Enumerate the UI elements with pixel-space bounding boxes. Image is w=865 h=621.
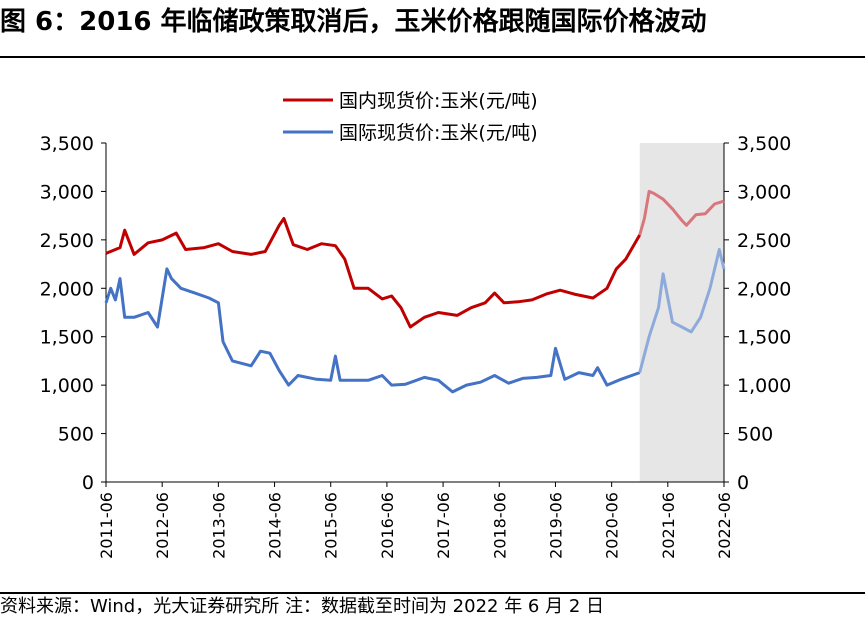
legend-label: 国际现货价:玉米(元/吨) (339, 122, 538, 144)
y2-tick-label: 1,000 (737, 375, 791, 397)
footer-rule (0, 592, 865, 594)
y-tick-label: 2,500 (40, 230, 94, 252)
x-tick-label: 2011-06 (97, 492, 116, 559)
y-tick-label: 1,500 (40, 327, 94, 349)
x-tick-label: 2019-06 (546, 492, 565, 559)
x-tick-label: 2014-06 (266, 492, 285, 559)
series-line-1 (105, 217, 641, 329)
shaded-region (639, 143, 724, 482)
x-tick-label: 2016-06 (378, 492, 397, 559)
x-tick-label: 2018-06 (490, 492, 509, 559)
chart-axes: 0 0 500 500 1,000 1,000 1,500 1,500 2,000 2,000 2,… (40, 133, 792, 559)
x-tick-label: 2021-06 (659, 492, 678, 559)
series-line-2-shaded (638, 248, 726, 373)
x-tick-label: 2013-06 (209, 492, 228, 559)
x-tick-label: 2015-06 (322, 492, 341, 559)
y2-tick-label: 2,000 (737, 278, 791, 300)
y2-tick-label: 3,000 (737, 181, 791, 203)
y-tick-label: 2,000 (40, 278, 94, 300)
y2-tick-label: 1,500 (737, 327, 791, 349)
plot-lines (104, 189, 726, 394)
x-tick-label: 2022-06 (715, 492, 734, 559)
y2-tick-label: 0 (737, 472, 749, 494)
line-chart: 0 0 500 500 1,000 1,000 1,500 1,500 2,000 2,000 2,… (40, 90, 792, 559)
x-tick-label: 2012-06 (153, 492, 172, 559)
y2-tick-label: 500 (737, 424, 773, 446)
legend-label: 国内现货价:玉米(元/吨) (339, 90, 538, 112)
y-tick-label: 3,500 (40, 133, 94, 155)
y-tick-label: 3,000 (40, 181, 94, 203)
title-rule (0, 56, 865, 58)
x-tick-label: 2020-06 (603, 492, 622, 559)
y-tick-label: 500 (58, 424, 94, 446)
figure-title: 图 6：2016 年临储政策取消后，玉米价格跟随国际价格波动 (0, 7, 707, 37)
figure-source-note: 资料来源：Wind，光大证券研究所 注：数据截至时间为 2022 年 6 月 2… (0, 596, 604, 617)
y-tick-label: 1,000 (40, 375, 94, 397)
y2-tick-label: 3,500 (737, 133, 791, 155)
y2-tick-label: 2,500 (737, 230, 791, 252)
chart-legend: 国内现货价:玉米(元/吨) 国际现货价:玉米(元/吨) (283, 90, 538, 144)
x-tick-label: 2017-06 (434, 492, 453, 559)
y-tick-label: 0 (82, 472, 94, 494)
series-line-2 (104, 267, 641, 394)
series-line-1-shaded (638, 189, 725, 236)
